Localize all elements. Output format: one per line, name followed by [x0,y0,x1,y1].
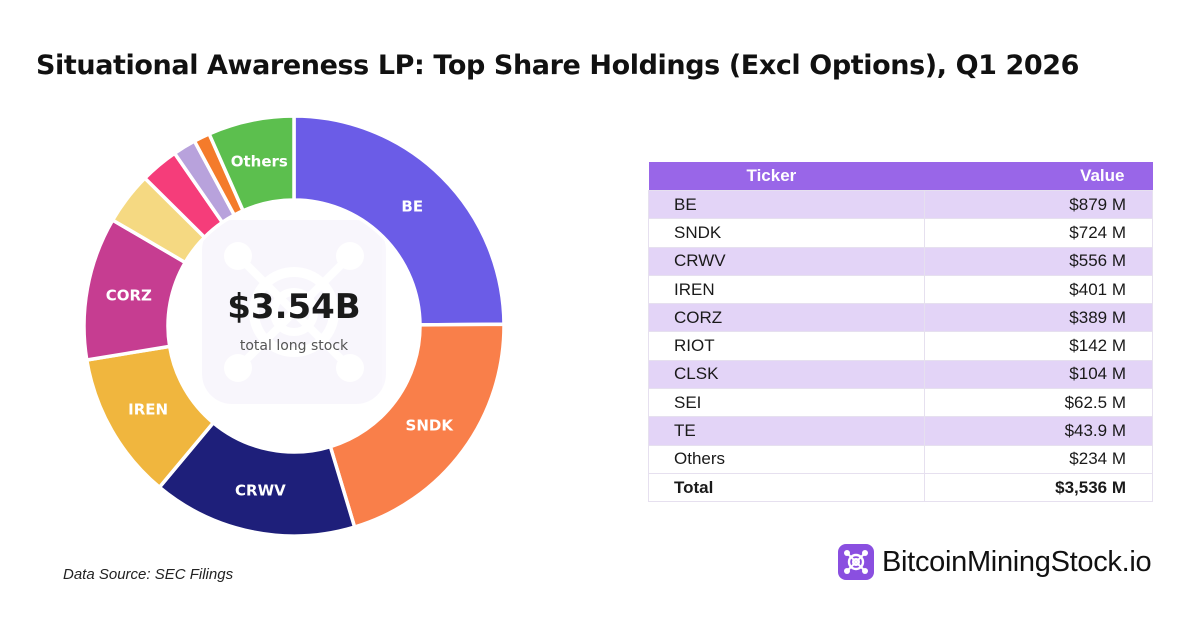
value-cell: $142 M [924,331,1153,361]
value-cell: $401 M [924,274,1153,305]
total-value-cell: $3,536 M [924,472,1153,503]
donut-chart: BE SNDK CRWV IREN CORZ Others [82,114,506,538]
ticker-cell: CRWV [648,246,925,276]
holdings-table: Ticker Value BE $879 M SNDK $724 M CRWV $556 … [648,162,1153,503]
ticker-cell: TE [648,416,925,446]
total-value: $3.54B [227,287,361,327]
slice-others [207,114,296,213]
table-row: TE $43.9 M [648,416,1153,446]
ticker-cell: RIOT [648,331,925,361]
data-source: Data Source: SEC Filings [63,566,234,583]
value-cell: $62.5 M [924,388,1153,418]
table-header-row: Ticker Value [648,162,1153,191]
ticker-cell: SNDK [648,218,925,248]
value-cell: $389 M [924,303,1153,333]
table-row: SNDK $724 M [648,218,1153,248]
brand-logo: BitcoinMiningStock.io [838,543,1152,581]
slice-label-sndk: SNDK [406,417,455,435]
table-row: RIOT $142 M [648,331,1153,361]
value-cell: $104 M [924,359,1153,390]
table-row: CRWV $556 M [648,246,1153,276]
slice-sndk [328,322,506,529]
table-row: Others $234 M [648,444,1153,474]
table-row: CLSK $104 M [648,359,1153,390]
total-ticker-cell: Total [648,472,925,503]
total-label: total long stock [239,338,349,354]
background-logo-watermark [202,220,386,404]
mining-chip-icon [838,544,874,580]
slice-be [292,114,506,327]
table-row: SEI $62.5 M [648,388,1153,418]
table-row: IREN $401 M [648,274,1153,305]
value-cell: $724 M [924,218,1153,248]
ticker-cell: IREN [648,274,925,305]
header-ticker: Ticker [648,162,925,191]
chart-title: Situational Awareness LP: Top Share Hold… [36,50,1080,81]
table-total-row: Total $3,536 M [648,472,1153,503]
header-value: Value [924,162,1153,191]
slice-label-crwv: CRWV [235,482,286,500]
slice-label-be: BE [401,198,423,216]
ticker-cell: BE [648,189,925,220]
value-cell: $879 M [924,189,1153,220]
slice-label-iren: IREN [128,400,168,418]
ticker-cell: Others [648,444,925,474]
ticker-cell: SEI [648,388,925,418]
table-row: CORZ $389 M [648,303,1153,333]
brand-name: BitcoinMiningStock.io [882,545,1152,578]
slice-label-corz: CORZ [106,286,152,304]
table-row: BE $879 M [648,189,1153,220]
slice-label-others: Others [231,153,288,171]
value-cell: $234 M [924,444,1153,474]
value-cell: $43.9 M [924,416,1153,446]
value-cell: $556 M [924,246,1153,276]
ticker-cell: CLSK [648,359,925,390]
ticker-cell: CORZ [648,303,925,333]
